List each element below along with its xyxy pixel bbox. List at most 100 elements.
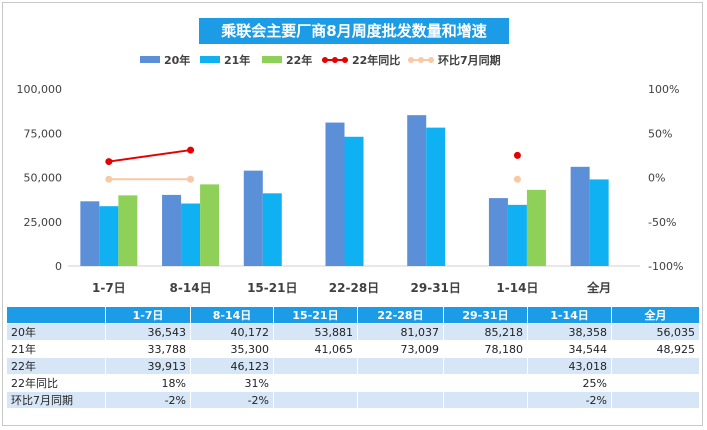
- table-cell: 18%: [105, 374, 191, 392]
- table-row: 环比7月同期 -2% -2% -2%: [6, 391, 700, 409]
- point-22年同比: [513, 151, 521, 159]
- legend-label: 21年: [224, 53, 250, 67]
- table-header-cell: 15-21日: [273, 306, 358, 324]
- table-cell: 31%: [190, 374, 274, 392]
- y-right-tick-label: 50%: [648, 127, 672, 140]
- table-cell: 25%: [527, 374, 612, 392]
- table-cell: 39,913: [105, 357, 191, 375]
- table-cell: [611, 391, 700, 409]
- table-header-cell: 1-7日: [105, 306, 191, 324]
- table-cell: -2%: [527, 391, 612, 409]
- table-cell: 36,543: [105, 323, 191, 341]
- data-table: 1-7日 8-14日 15-21日 22-28日 29-31日 1-14日 全月…: [6, 306, 700, 409]
- table-cell: [443, 357, 528, 375]
- row-label: 22年同比: [6, 374, 106, 392]
- table-cell: [611, 374, 700, 392]
- table-cell: 33,788: [105, 340, 191, 358]
- bar-20年: [80, 201, 100, 266]
- y-right-tick-label: -50%: [648, 216, 676, 229]
- point-环比7月同期: [187, 175, 195, 183]
- x-tick-label: 29-31日: [411, 281, 461, 295]
- legend-swatch: [322, 57, 328, 63]
- bar-21年: [344, 136, 364, 266]
- table-row: 21年 33,788 35,300 41,065 73,009 78,180 3…: [6, 340, 700, 358]
- legend-label: 22年: [286, 53, 312, 67]
- x-tick-label: 1-7日: [92, 281, 126, 295]
- table-row: 22年 39,913 46,123 43,018: [6, 357, 700, 375]
- table-cell: 38,358: [527, 323, 612, 341]
- legend-swatch: [140, 56, 160, 63]
- legend-swatch: [428, 57, 434, 63]
- table-cell: [273, 357, 358, 375]
- table-cell: [273, 391, 358, 409]
- y-right-tick-label: -100%: [648, 260, 683, 273]
- legend-label: 环比7月同期: [438, 53, 501, 67]
- table-header-cell: 22-28日: [357, 306, 444, 324]
- point-环比7月同期: [513, 175, 521, 183]
- y-right-tick-label: 0%: [648, 172, 665, 185]
- table-cell: [443, 391, 528, 409]
- table-cell: 85,218: [443, 323, 528, 341]
- x-tick-label: 15-21日: [247, 281, 297, 295]
- table-cell: [611, 357, 700, 375]
- x-tick-label: 全月: [586, 280, 611, 295]
- bar-21年: [507, 204, 527, 266]
- table-cell: 73,009: [357, 340, 444, 358]
- bar-21年: [589, 179, 609, 266]
- table-cell: [357, 374, 444, 392]
- chart-canvas: 0 25,000 50,000 75,000 100,000 -100% -50% 0% 50%…: [17, 53, 684, 295]
- table-cell: 78,180: [443, 340, 528, 358]
- table-header-cell: [6, 306, 106, 324]
- row-label: 环比7月同期: [6, 391, 106, 409]
- bar-21年: [181, 203, 201, 266]
- point-22年同比: [187, 146, 195, 154]
- y-left-tick-label: 25,000: [24, 216, 63, 229]
- legend-swatch: [408, 57, 414, 63]
- table-cell: 81,037: [357, 323, 444, 341]
- bar-21年: [99, 206, 119, 266]
- table-cell: 48,925: [611, 340, 700, 358]
- table-cell: -2%: [190, 391, 274, 409]
- table-header-cell: 全月: [611, 306, 700, 324]
- table-cell: 46,123: [190, 357, 274, 375]
- table-header-cell: 29-31日: [443, 306, 528, 324]
- y-left-tick-label: 0: [55, 260, 62, 273]
- bar-20年: [407, 115, 427, 266]
- table-header-cell: 8-14日: [190, 306, 274, 324]
- table-cell: [357, 357, 444, 375]
- table-cell: 53,881: [273, 323, 358, 341]
- x-tick-label: 22-28日: [329, 281, 379, 295]
- legend-swatch: [342, 57, 348, 63]
- y-left-tick-label: 100,000: [17, 83, 63, 96]
- bar-22年: [200, 184, 220, 266]
- legend-swatch: [262, 56, 282, 63]
- legend-swatch: [332, 57, 338, 63]
- table-cell: 34,544: [527, 340, 612, 358]
- table-cell: 41,065: [273, 340, 358, 358]
- row-label: 20年: [6, 323, 106, 341]
- row-label: 21年: [6, 340, 106, 358]
- bar-20年: [243, 170, 263, 266]
- bar-21年: [426, 127, 446, 266]
- table-header-row: 1-7日 8-14日 15-21日 22-28日 29-31日 1-14日 全月: [6, 306, 700, 324]
- y-left-tick-label: 50,000: [24, 172, 63, 185]
- y-right-tick-label: 100%: [648, 83, 679, 96]
- table-cell: -2%: [105, 391, 191, 409]
- point-22年同比: [105, 158, 113, 166]
- table-cell: 56,035: [611, 323, 700, 341]
- bar-22年: [526, 189, 546, 266]
- bar-20年: [325, 122, 345, 266]
- table-cell: [357, 391, 444, 409]
- legend-label: 20年: [164, 53, 190, 67]
- table-cell: [273, 374, 358, 392]
- chart-frame: [2, 2, 703, 426]
- table-row: 22年同比 18% 31% 25%: [6, 374, 700, 392]
- legend-label: 22年同比: [352, 53, 400, 67]
- row-label: 22年: [6, 357, 106, 375]
- chart-title: 乘联会主要厂商8月周度批发数量和增速: [199, 18, 509, 44]
- bar-20年: [570, 166, 590, 266]
- bar-20年: [488, 198, 508, 266]
- legend-swatch: [200, 56, 220, 63]
- point-环比7月同期: [105, 175, 113, 183]
- x-tick-label: 8-14日: [170, 281, 212, 295]
